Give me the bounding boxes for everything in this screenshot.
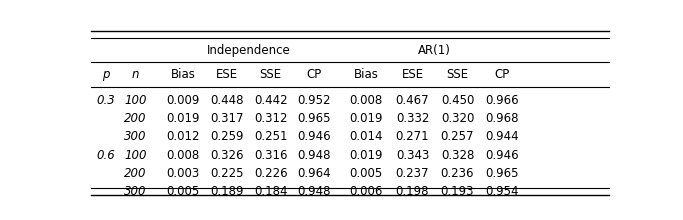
Text: 0.328: 0.328 — [441, 150, 474, 163]
Text: CP: CP — [494, 68, 510, 81]
Text: 0.003: 0.003 — [167, 167, 200, 180]
Text: 0.225: 0.225 — [210, 167, 244, 180]
Text: AR(1): AR(1) — [417, 44, 450, 57]
Text: 0.6: 0.6 — [96, 150, 115, 163]
Text: 0.343: 0.343 — [396, 150, 429, 163]
Text: 300: 300 — [124, 130, 147, 143]
Text: 0.944: 0.944 — [485, 130, 519, 143]
Text: 0.448: 0.448 — [210, 94, 244, 107]
Text: 100: 100 — [124, 150, 147, 163]
Text: 0.968: 0.968 — [485, 112, 518, 125]
Text: 0.948: 0.948 — [297, 185, 331, 198]
Text: 300: 300 — [124, 185, 147, 198]
Text: 0.005: 0.005 — [349, 167, 382, 180]
Text: 0.312: 0.312 — [254, 112, 288, 125]
Text: Independence: Independence — [207, 44, 290, 57]
Text: 0.193: 0.193 — [441, 185, 474, 198]
Text: 0.184: 0.184 — [254, 185, 288, 198]
Text: 0.019: 0.019 — [349, 112, 382, 125]
Text: 0.964: 0.964 — [297, 167, 331, 180]
Text: 0.442: 0.442 — [254, 94, 288, 107]
Text: ESE: ESE — [402, 68, 423, 81]
Text: 0.317: 0.317 — [210, 112, 244, 125]
Text: 0.946: 0.946 — [297, 130, 331, 143]
Text: Bias: Bias — [171, 68, 196, 81]
Text: 200: 200 — [124, 112, 147, 125]
Text: 0.005: 0.005 — [167, 185, 200, 198]
Text: 0.952: 0.952 — [297, 94, 331, 107]
Text: 0.257: 0.257 — [441, 130, 474, 143]
Text: 0.189: 0.189 — [210, 185, 244, 198]
Text: 0.236: 0.236 — [441, 167, 474, 180]
Text: 0.226: 0.226 — [254, 167, 288, 180]
Text: CP: CP — [307, 68, 322, 81]
Text: 0.019: 0.019 — [167, 112, 200, 125]
Text: SSE: SSE — [447, 68, 469, 81]
Text: 0.332: 0.332 — [396, 112, 429, 125]
Text: 0.008: 0.008 — [349, 94, 382, 107]
Text: Bias: Bias — [354, 68, 378, 81]
Text: 0.326: 0.326 — [210, 150, 244, 163]
Text: 200: 200 — [124, 167, 147, 180]
Text: 0.965: 0.965 — [297, 112, 331, 125]
Text: 0.237: 0.237 — [395, 167, 429, 180]
Text: 0.009: 0.009 — [167, 94, 200, 107]
Text: 100: 100 — [124, 94, 147, 107]
Text: 0.965: 0.965 — [485, 167, 518, 180]
Text: 0.198: 0.198 — [395, 185, 429, 198]
Text: 0.450: 0.450 — [441, 94, 474, 107]
Text: 0.966: 0.966 — [485, 94, 519, 107]
Text: 0.259: 0.259 — [210, 130, 244, 143]
Text: 0.316: 0.316 — [254, 150, 288, 163]
Text: 0.014: 0.014 — [349, 130, 382, 143]
Text: 0.467: 0.467 — [395, 94, 430, 107]
Text: 0.946: 0.946 — [485, 150, 519, 163]
Text: ESE: ESE — [217, 68, 238, 81]
Text: 0.019: 0.019 — [349, 150, 382, 163]
Text: 0.008: 0.008 — [167, 150, 200, 163]
Text: 0.271: 0.271 — [395, 130, 430, 143]
Text: 0.012: 0.012 — [167, 130, 200, 143]
Text: 0.320: 0.320 — [441, 112, 474, 125]
Text: 0.251: 0.251 — [254, 130, 288, 143]
Text: 0.3: 0.3 — [96, 94, 115, 107]
Text: 0.948: 0.948 — [297, 150, 331, 163]
Text: SSE: SSE — [260, 68, 281, 81]
Text: p: p — [102, 68, 109, 81]
Text: 0.954: 0.954 — [485, 185, 518, 198]
Text: 0.006: 0.006 — [349, 185, 382, 198]
Text: n: n — [132, 68, 139, 81]
